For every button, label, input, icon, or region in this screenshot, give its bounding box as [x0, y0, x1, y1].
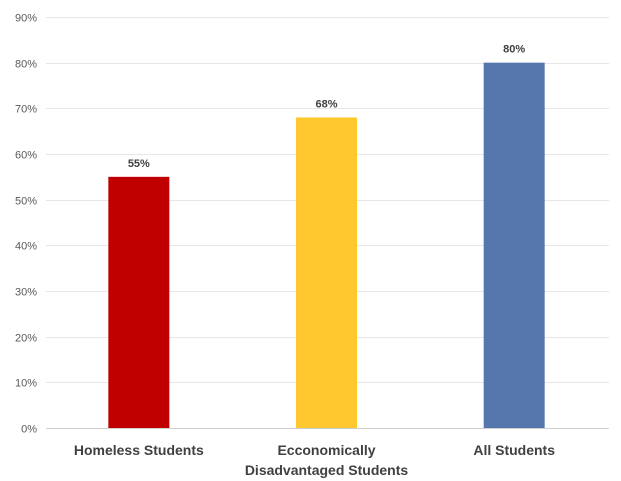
bar-1	[108, 176, 170, 428]
y-tick-label: 30%	[15, 287, 37, 299]
x-category-label-line: All Students	[473, 442, 555, 458]
y-tick-label: 10%	[15, 378, 37, 390]
y-tick-label: 60%	[15, 150, 37, 162]
data-label: 80%	[503, 44, 525, 56]
y-tick-label: 70%	[15, 104, 37, 116]
y-tick-label: 80%	[15, 59, 37, 71]
bar-2	[296, 117, 357, 428]
bar-3	[483, 62, 545, 429]
bar-layer	[108, 62, 545, 429]
x-category-label-line: Ecconomically	[277, 442, 375, 458]
y-tick-label: 40%	[15, 241, 37, 253]
label-layer: 0% 10% 20% 30% 40% 50% 60% 70% 80% 90% 55% Homeless…	[15, 13, 555, 479]
data-label: 68%	[315, 98, 337, 110]
y-tick-label: 0%	[21, 424, 37, 436]
data-label: 55%	[128, 158, 150, 170]
x-category-label: All Students	[473, 442, 555, 458]
x-category-label: Ecconomically Disadvantaged Students	[245, 442, 409, 478]
y-tick-label: 90%	[15, 13, 37, 25]
y-tick-label: 50%	[15, 196, 37, 208]
x-category-label-line: Homeless Students	[74, 442, 204, 458]
x-category-label-line: Disadvantaged Students	[245, 462, 409, 478]
x-category-label: Homeless Students	[74, 442, 204, 458]
y-tick-label: 20%	[15, 333, 37, 345]
